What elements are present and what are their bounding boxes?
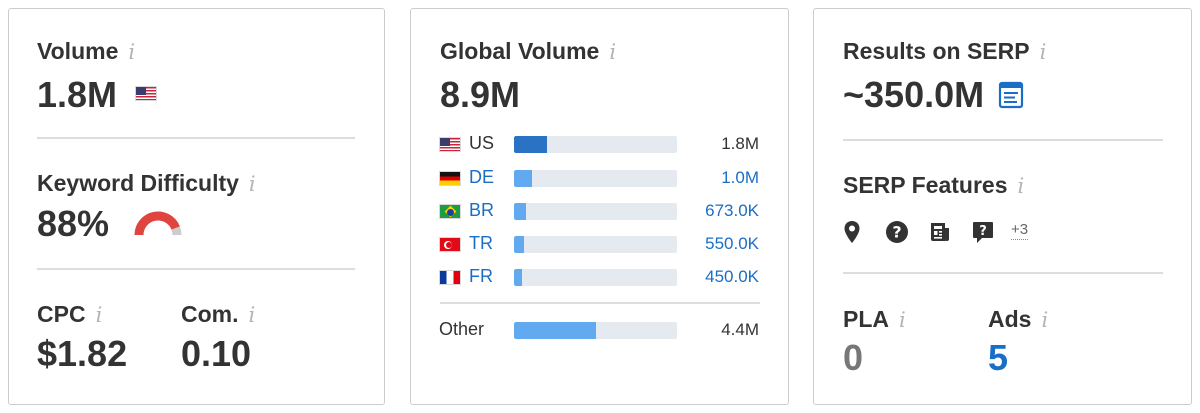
volume-info-icon[interactable]: i — [128, 40, 136, 64]
serp-results-label-row: Results on SERP i — [843, 38, 1046, 65]
ads-value[interactable]: 5 — [988, 337, 1009, 378]
country-row-tr[interactable]: TR 550.0K — [439, 232, 759, 258]
cpc-value: $1.82 — [37, 333, 128, 374]
kd-info-icon[interactable]: i — [248, 172, 256, 196]
country-code[interactable]: DE — [469, 167, 495, 187]
country-row-de[interactable]: DE 1.0M — [439, 166, 759, 192]
difficulty-gauge-icon — [134, 211, 182, 236]
de-flag-icon — [439, 171, 461, 186]
volume-bar-fill — [514, 203, 527, 220]
pla-value: 0 — [843, 337, 864, 378]
global-volume-card: Global Volume i 8.9M US 1.8M DE 1.0M BR 6… — [410, 8, 789, 405]
divider — [37, 268, 355, 270]
country-row-other: Other 4.4M — [439, 318, 759, 344]
us-flag-icon — [135, 86, 158, 101]
pla-label: PLA — [843, 306, 889, 332]
divider — [440, 302, 760, 304]
country-code: US — [469, 133, 495, 153]
country-row-us[interactable]: US 1.8M — [439, 132, 759, 158]
volume-bar-track — [514, 236, 677, 253]
country-volume: 1.8M — [721, 134, 759, 153]
divider — [843, 139, 1163, 141]
cpc-label-row: CPC i — [37, 301, 102, 328]
country-row-fr[interactable]: FR 450.0K — [439, 265, 759, 291]
serp-features-label: SERP Features — [843, 172, 1008, 198]
serp-features-label-row: SERP Features i — [843, 172, 1024, 199]
serp-results-value-row: ~350.0M — [843, 77, 1024, 113]
volume-bar-fill — [514, 322, 596, 339]
kd-label-row: Keyword Difficulty i — [37, 170, 256, 197]
global-volume-label-row: Global Volume i — [440, 38, 616, 65]
country-row-br[interactable]: BR 673.0K — [439, 199, 759, 225]
serp-results-label: Results on SERP — [843, 38, 1030, 64]
br-flag-icon — [439, 204, 461, 219]
com-label-row: Com. i — [181, 301, 255, 328]
country-volume[interactable]: 1.0M — [721, 168, 759, 187]
ads-label: Ads — [988, 306, 1032, 332]
global-volume-value: 8.9M — [440, 74, 521, 115]
svg-text:?: ? — [892, 223, 901, 242]
us-flag-icon — [439, 137, 461, 152]
news-icon[interactable] — [928, 220, 952, 244]
volume-bar-fill — [514, 269, 523, 286]
country-code[interactable]: FR — [469, 266, 493, 286]
country-volume[interactable]: 673.0K — [705, 201, 759, 220]
map-pin-icon[interactable] — [840, 220, 864, 244]
serp-page-icon[interactable] — [998, 81, 1024, 109]
serp-results-value: ~350.0M — [843, 74, 985, 115]
country-code[interactable]: BR — [469, 200, 495, 220]
pla-info-icon[interactable]: i — [899, 308, 906, 332]
other-volume: 4.4M — [721, 320, 759, 339]
country-volume[interactable]: 450.0K — [705, 267, 759, 286]
country-code[interactable]: TR — [469, 233, 493, 253]
pla-label-row: PLA i — [843, 306, 906, 333]
question-bubble-icon[interactable]: ? — [971, 220, 995, 244]
volume-bar-track — [514, 269, 677, 286]
volume-bar-track — [514, 170, 677, 187]
divider — [843, 272, 1163, 274]
volume-bar-fill — [514, 136, 547, 153]
cpc-label: CPC — [37, 301, 86, 327]
volume-bar-track — [514, 322, 677, 339]
country-volume[interactable]: 550.0K — [705, 234, 759, 253]
volume-value-row: 1.8M — [37, 74, 158, 115]
gauge-fill — [134, 211, 180, 236]
com-info-icon[interactable]: i — [248, 303, 256, 327]
global-volume-info-icon[interactable]: i — [609, 40, 617, 64]
ads-label-row: Ads i — [988, 306, 1048, 333]
more-features-link[interactable]: +3 — [1011, 221, 1029, 240]
serp-card: Results on SERP i ~350.0M SERP Features i … — [813, 8, 1192, 405]
serp-results-info-icon[interactable]: i — [1039, 40, 1047, 64]
volume-bar-fill — [514, 236, 525, 253]
volume-bar-track — [514, 203, 677, 220]
other-label: Other — [439, 319, 485, 339]
volume-label: Volume — [37, 38, 119, 64]
gauge-track — [171, 226, 182, 236]
volume-card: Volume i 1.8M Keyword Difficulty i 88% CPC… — [8, 8, 385, 405]
divider — [37, 137, 355, 139]
cpc-info-icon[interactable]: i — [95, 303, 103, 327]
com-value: 0.10 — [181, 333, 252, 374]
serp-features-info-icon[interactable]: i — [1017, 174, 1025, 198]
tr-flag-icon — [439, 237, 461, 252]
fr-flag-icon — [439, 270, 461, 285]
volume-bar-fill — [514, 170, 532, 187]
ads-info-icon[interactable]: i — [1041, 308, 1049, 332]
volume-value: 1.8M — [37, 74, 118, 115]
volume-bar-track — [514, 136, 677, 153]
kd-value: 88% — [37, 203, 110, 244]
kd-label: Keyword Difficulty — [37, 170, 239, 196]
question-circle-icon[interactable]: ? — [885, 220, 909, 244]
com-label: Com. — [181, 301, 239, 327]
svg-text:?: ? — [979, 224, 987, 239]
volume-label-row: Volume i — [37, 38, 135, 65]
global-volume-label: Global Volume — [440, 38, 600, 64]
